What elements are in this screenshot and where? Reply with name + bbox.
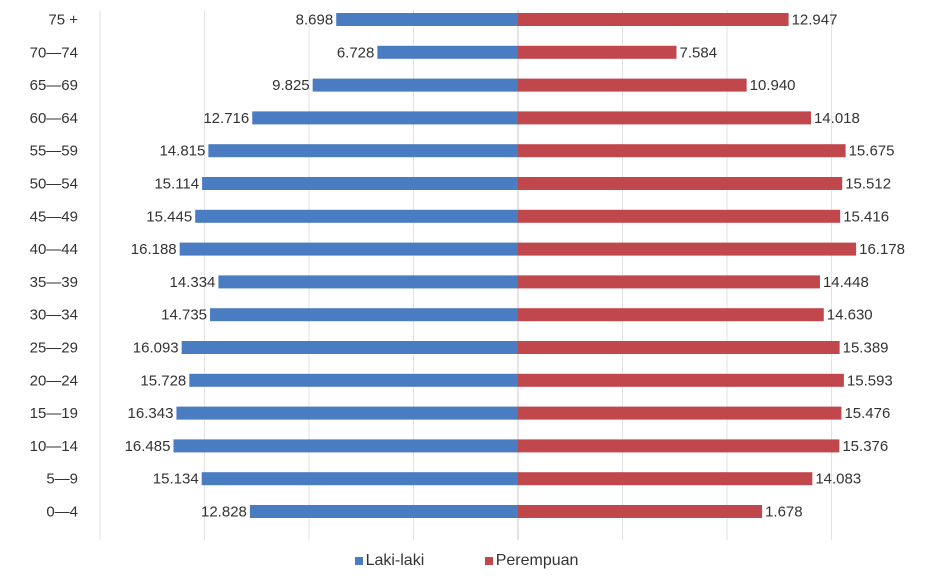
bar-perempuan-20-24	[518, 373, 844, 387]
data-label-perempuan-25-29: 15.389	[843, 340, 889, 357]
data-label-laki-laki-15-19: 16.343	[128, 405, 174, 422]
y-tick-label-10-14: 10—14	[30, 438, 78, 455]
y-tick-label-5-9: 5—9	[46, 471, 78, 488]
y-tick-label-25-29: 25—29	[30, 340, 78, 357]
y-tick-label-60-64: 60—64	[30, 110, 78, 127]
bar-perempuan-60-64	[518, 111, 811, 125]
data-label-perempuan-15-19: 15.476	[844, 405, 890, 422]
data-label-laki-laki-55-59: 14.815	[159, 143, 205, 160]
data-label-perempuan-35-39: 14.448	[823, 274, 869, 291]
data-label-perempuan-75: 12.947	[792, 12, 838, 29]
bar-laki-laki-35-39	[218, 275, 518, 289]
data-label-laki-laki-40-44: 16.188	[131, 241, 177, 258]
y-tick-label-55-59: 55—59	[30, 143, 78, 160]
y-tick-label-50-54: 50—54	[30, 176, 78, 193]
data-labels: 8.698 12.947 6.728 7.584 9.825 10.940 12.716 14…	[125, 12, 905, 521]
data-label-laki-laki-75: 8.698	[296, 12, 334, 29]
bar-laki-laki-30-34	[210, 308, 518, 322]
gridlines	[99, 10, 832, 540]
data-label-perempuan-0-4: 1.678	[765, 504, 803, 521]
data-label-laki-laki-45-49: 15.445	[146, 208, 192, 225]
data-label-perempuan-50-54: 15.512	[845, 176, 891, 193]
y-tick-label-15-19: 15—19	[30, 405, 78, 422]
data-label-laki-laki-50-54: 15.114	[154, 176, 199, 193]
bar-perempuan-15-19	[518, 406, 842, 420]
legend: Laki-laki Perempuan	[0, 552, 933, 570]
y-tick-label-75: 75 +	[48, 12, 78, 29]
legend-label-laki-laki: Laki-laki	[365, 552, 425, 569]
data-label-laki-laki-25-29: 16.093	[133, 340, 179, 357]
y-tick-label-65-69: 65—69	[30, 77, 78, 94]
bar-laki-laki-15-19	[176, 406, 518, 420]
data-label-perempuan-55-59: 15.675	[849, 143, 895, 160]
bar-laki-laki-60-64	[252, 111, 518, 125]
y-axis-labels: 75 + 70—74 65—69 60—64 55—59 50—54 45—49 40—44 3…	[30, 12, 79, 521]
bar-perempuan-45-49	[518, 209, 841, 223]
bar-perempuan-55-59	[518, 144, 846, 158]
data-label-perempuan-10-14: 15.376	[842, 438, 888, 455]
bar-laki-laki-5-9	[201, 472, 518, 486]
bar-perempuan-5-9	[518, 472, 813, 486]
bar-laki-laki-20-24	[189, 373, 519, 387]
bar-laki-laki-75	[336, 13, 518, 26]
data-label-perempuan-5-9: 14.083	[815, 471, 861, 488]
bar-perempuan-35-39	[518, 275, 820, 289]
data-label-laki-laki-60-64: 12.716	[203, 110, 249, 127]
data-label-perempuan-70-74: 7.584	[680, 44, 718, 61]
bar-perempuan-25-29	[518, 341, 840, 354]
y-tick-label-30-34: 30—34	[30, 307, 78, 324]
data-label-perempuan-60-64: 14.018	[814, 110, 860, 127]
y-tick-label-70-74: 70—74	[30, 44, 78, 61]
bar-laki-laki-10-14	[173, 439, 518, 453]
data-label-laki-laki-20-24: 15.728	[140, 372, 186, 389]
bar-laki-laki-65-69	[312, 78, 518, 92]
y-tick-label-20-24: 20—24	[30, 372, 78, 389]
legend-label-perempuan: Perempuan	[495, 552, 579, 569]
data-label-laki-laki-35-39: 14.334	[170, 274, 216, 291]
bar-laki-laki-0-4	[249, 505, 518, 518]
bar-laki-laki-50-54	[202, 177, 518, 190]
bar-laki-laki-55-59	[208, 144, 518, 158]
bar-laki-laki-25-29	[181, 341, 518, 354]
bar-perempuan-65-69	[518, 78, 747, 92]
data-label-perempuan-30-34: 14.630	[827, 307, 873, 324]
bar-laki-laki-40-44	[179, 242, 518, 256]
bar-laki-laki-70-74	[377, 45, 518, 59]
data-label-laki-laki-30-34: 14.735	[161, 307, 207, 324]
bar-perempuan-0-4	[518, 505, 763, 518]
data-label-perempuan-45-49: 15.416	[843, 208, 889, 225]
y-tick-label-40-44: 40—44	[30, 241, 78, 258]
data-label-laki-laki-70-74: 6.728	[337, 44, 375, 61]
legend-swatch-perempuan	[484, 556, 493, 565]
bar-perempuan-75	[518, 13, 789, 26]
data-label-laki-laki-0-4: 12.828	[201, 504, 247, 521]
bar-perempuan-70-74	[518, 45, 677, 59]
data-label-laki-laki-65-69: 9.825	[272, 77, 310, 94]
bars	[173, 13, 857, 518]
legend-swatch-laki-laki	[354, 556, 363, 565]
legend-item-perempuan: Perempuan	[484, 552, 579, 570]
data-label-laki-laki-5-9: 15.134	[153, 471, 199, 488]
bar-perempuan-50-54	[518, 177, 843, 190]
data-label-perempuan-40-44: 16.178	[859, 241, 905, 258]
bar-perempuan-40-44	[518, 242, 857, 256]
y-tick-label-45-49: 45—49	[30, 208, 78, 225]
y-tick-label-0-4: 0—4	[46, 504, 78, 521]
bar-perempuan-30-34	[518, 308, 824, 322]
legend-item-laki-laki: Laki-laki	[354, 552, 425, 570]
data-label-perempuan-20-24: 15.593	[847, 372, 893, 389]
y-tick-label-35-39: 35—39	[30, 274, 78, 291]
bar-laki-laki-45-49	[195, 209, 518, 223]
data-label-perempuan-65-69: 10.940	[750, 77, 796, 94]
data-label-laki-laki-10-14: 16.485	[125, 438, 171, 455]
bar-perempuan-10-14	[518, 439, 840, 453]
